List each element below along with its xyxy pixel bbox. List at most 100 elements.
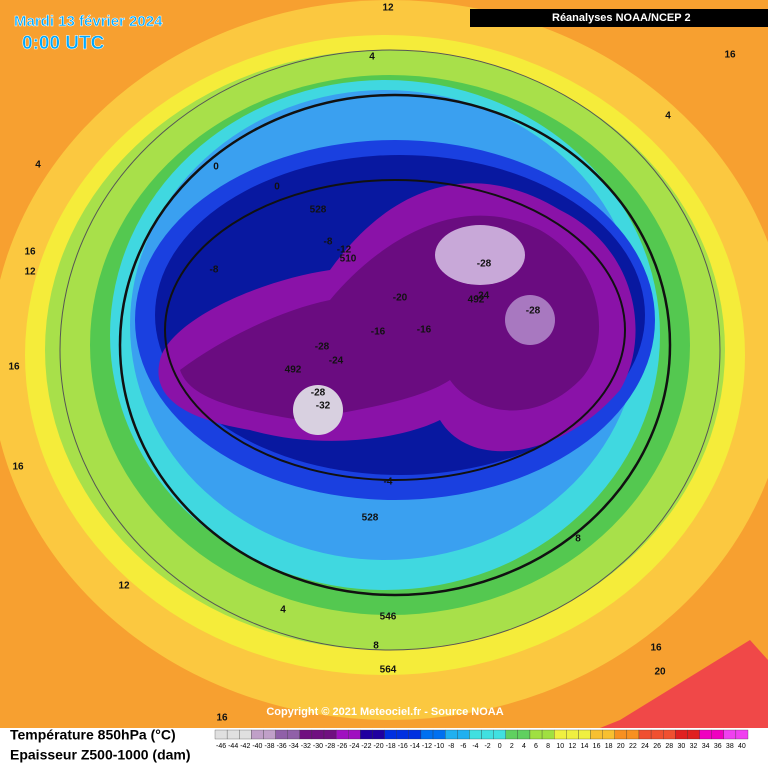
map-label: -8 — [210, 265, 219, 276]
map-label: 16 — [216, 713, 228, 724]
scale-label: -6 — [460, 743, 466, 750]
scale-swatch — [214, 729, 228, 740]
scale-label: -20 — [373, 743, 383, 750]
scale-swatch — [602, 729, 615, 740]
scale-label: -38 — [264, 743, 274, 750]
scale-label: 24 — [641, 743, 649, 750]
source: Réanalyses NOAA/NCEP 2 — [552, 12, 691, 24]
scale-swatch — [239, 729, 252, 740]
scale-swatch — [675, 729, 688, 740]
cold-core — [505, 295, 555, 345]
scale-swatch — [493, 729, 506, 740]
scale-label: 4 — [522, 743, 526, 750]
contour — [164, 179, 626, 481]
scale-swatch — [626, 729, 640, 740]
scale-swatch — [432, 729, 446, 740]
scale-swatch — [335, 729, 349, 740]
cold-core — [435, 225, 525, 285]
scale-label: 6 — [534, 743, 538, 750]
scale-label: -32 — [301, 743, 311, 750]
map-label: 4 — [665, 111, 671, 122]
scale-label: -30 — [313, 743, 323, 750]
contour — [118, 93, 672, 597]
map-label: 492 — [285, 365, 302, 376]
copyright: Copyright © 2021 Meteociel.fr - Source N… — [266, 706, 503, 718]
scale-swatch — [263, 729, 276, 740]
map-label: 16 — [12, 462, 24, 473]
scale-swatch — [505, 729, 518, 740]
scale-label: 14 — [581, 743, 589, 750]
scale-label: 2 — [510, 743, 514, 750]
scale-label: 30 — [677, 743, 685, 750]
scale-swatch — [287, 729, 300, 740]
scale-swatch — [469, 729, 482, 740]
scale-swatch — [566, 729, 579, 740]
scale-label: 12 — [568, 743, 576, 750]
scale-label: -34 — [289, 743, 299, 750]
scale-label: 28 — [665, 743, 673, 750]
scale-label: 38 — [726, 743, 734, 750]
scale-label: -2 — [484, 743, 490, 750]
scale-label: 34 — [702, 743, 710, 750]
map-label: 546 — [380, 612, 397, 623]
scale-label: 26 — [653, 743, 661, 750]
map-label: 12 — [118, 581, 130, 592]
map-label: 4 — [369, 52, 375, 63]
scale-label: 8 — [546, 743, 550, 750]
map-label: 564 — [380, 665, 397, 676]
scale-label: 36 — [714, 743, 722, 750]
scale-label: -22 — [361, 743, 371, 750]
scale-swatch — [711, 729, 724, 740]
map-label: -8 — [324, 237, 333, 248]
map-label: 16 — [650, 643, 662, 654]
scale-swatch — [420, 729, 434, 740]
scale-label: -40 — [252, 743, 262, 750]
scale-label: -24 — [349, 743, 359, 750]
scale-label: -18 — [386, 743, 396, 750]
scale-label: -8 — [448, 743, 454, 750]
map-label: -16 — [417, 325, 432, 336]
scale-swatch — [699, 729, 712, 740]
scale-swatch — [226, 729, 240, 740]
scale-swatch — [348, 729, 361, 740]
map-label: -20 — [393, 293, 408, 304]
map-label: -28 — [477, 259, 492, 270]
map-label: -12 — [337, 245, 352, 256]
scale-label: -10 — [434, 743, 444, 750]
legend-temperature: Température 850hPa (°C) — [10, 727, 176, 743]
map-label: -32 — [316, 401, 331, 412]
map-label: 0 — [274, 182, 280, 193]
hot-region — [600, 640, 768, 728]
scale-swatch — [638, 729, 652, 740]
map-label: 528 — [310, 205, 327, 216]
map-label: 492 — [468, 295, 485, 306]
map-label: 4 — [280, 605, 286, 616]
date: Mardi 13 février 2024 — [14, 13, 163, 30]
scale-swatch — [735, 729, 749, 740]
scale-label: 40 — [738, 743, 746, 750]
scale-swatch — [299, 729, 313, 740]
scale-swatch — [311, 729, 325, 740]
scale-swatch — [590, 729, 603, 740]
scale-label: 10 — [556, 743, 564, 750]
scale-swatch — [251, 729, 264, 740]
scale-swatch — [517, 729, 531, 740]
scale-swatch — [723, 729, 737, 740]
scale-label: -14 — [410, 743, 420, 750]
map-label: 8 — [575, 534, 581, 545]
legend-thickness: Epaisseur Z500-1000 (dam) — [10, 747, 191, 763]
scale-label: -16 — [398, 743, 408, 750]
scale-swatch — [396, 729, 409, 740]
map-label: -16 — [371, 327, 386, 338]
scale-swatch — [481, 729, 494, 740]
map-label: -28 — [311, 388, 326, 399]
scale-swatch — [650, 729, 664, 740]
scale-label: -42 — [240, 743, 250, 750]
scale-label: -4 — [472, 743, 478, 750]
scale-swatch — [360, 729, 373, 740]
map-label: 16 — [8, 362, 20, 373]
scale-swatch — [408, 729, 422, 740]
map-label: 20 — [654, 667, 666, 678]
scale-label: 32 — [690, 743, 698, 750]
